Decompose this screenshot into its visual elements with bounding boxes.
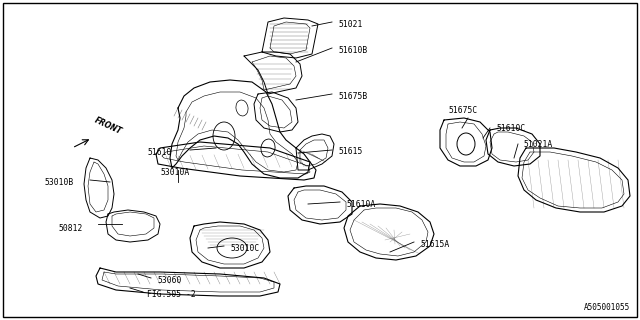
Text: 50812: 50812 — [58, 224, 83, 233]
Text: FRONT: FRONT — [93, 116, 124, 136]
Text: 51615A: 51615A — [420, 240, 449, 249]
Text: FIG.505 -2: FIG.505 -2 — [147, 290, 196, 299]
Text: 53010A: 53010A — [160, 168, 189, 177]
Text: 51610: 51610 — [147, 148, 172, 157]
Text: 51610C: 51610C — [496, 124, 525, 133]
Text: 51610B: 51610B — [338, 46, 367, 55]
Text: 51675C: 51675C — [448, 106, 477, 115]
Text: 53010C: 53010C — [230, 244, 259, 253]
Text: 51021: 51021 — [338, 20, 362, 29]
Text: 53010B: 53010B — [44, 178, 73, 187]
Text: 51610A: 51610A — [346, 200, 375, 209]
Text: 51675B: 51675B — [338, 92, 367, 101]
Text: 51615: 51615 — [338, 147, 362, 156]
Text: 51021A: 51021A — [524, 140, 553, 149]
Text: 53060: 53060 — [157, 276, 181, 285]
Text: A505001055: A505001055 — [584, 303, 630, 312]
